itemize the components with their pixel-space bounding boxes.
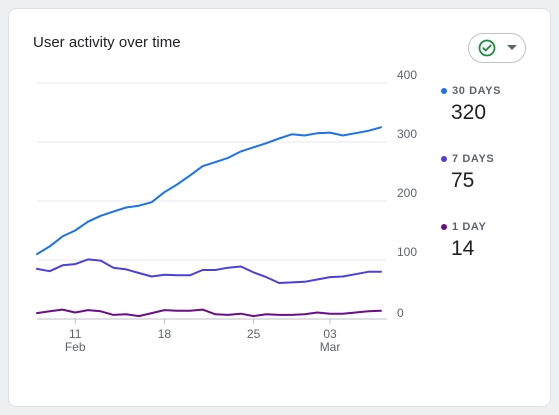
status-dropdown-button[interactable]: [468, 33, 526, 63]
legend-dot-30-days: [441, 88, 447, 94]
y-tick-label: 0: [397, 306, 404, 320]
caret-down-icon: [506, 45, 517, 51]
legend-value: 75: [451, 169, 475, 192]
series-line-30-days: [36, 126, 382, 256]
legend-label: 1 DAY: [452, 221, 487, 233]
x-tick-label: 03: [323, 327, 337, 341]
user-activity-card: User activity over time 0 100 200 300 400 11 F…: [8, 8, 551, 407]
x-tick-sublabel: Mar: [320, 340, 341, 354]
legend-dot-1-day: [441, 224, 447, 230]
legend-dot-7-days: [441, 156, 447, 162]
y-tick-label: 300: [397, 127, 417, 141]
check-circle-icon: [478, 39, 496, 57]
legend-item-30-days: 30 DAYS 320: [441, 85, 501, 125]
legend-value: 320: [451, 101, 487, 124]
y-tick-label: 400: [397, 68, 417, 82]
legend-item-1-day: 1 DAY 14: [441, 221, 486, 261]
y-tick-label: 100: [397, 245, 417, 259]
legend-value: 14: [451, 237, 475, 260]
series-line-7-days: [36, 258, 382, 284]
x-tick-label: 18: [158, 327, 172, 341]
x-tick-sublabel: Feb: [65, 340, 86, 354]
card-title: User activity over time: [33, 34, 181, 51]
x-tick-label: 11: [69, 327, 82, 341]
legend-item-7-days: 7 DAYS 75: [441, 153, 494, 193]
y-tick-label: 200: [397, 186, 417, 200]
legend-label: 30 DAYS: [452, 85, 502, 97]
legend-label: 7 DAYS: [452, 153, 495, 165]
x-tick-label: 25: [247, 327, 261, 341]
series-line-1-day: [36, 308, 382, 318]
